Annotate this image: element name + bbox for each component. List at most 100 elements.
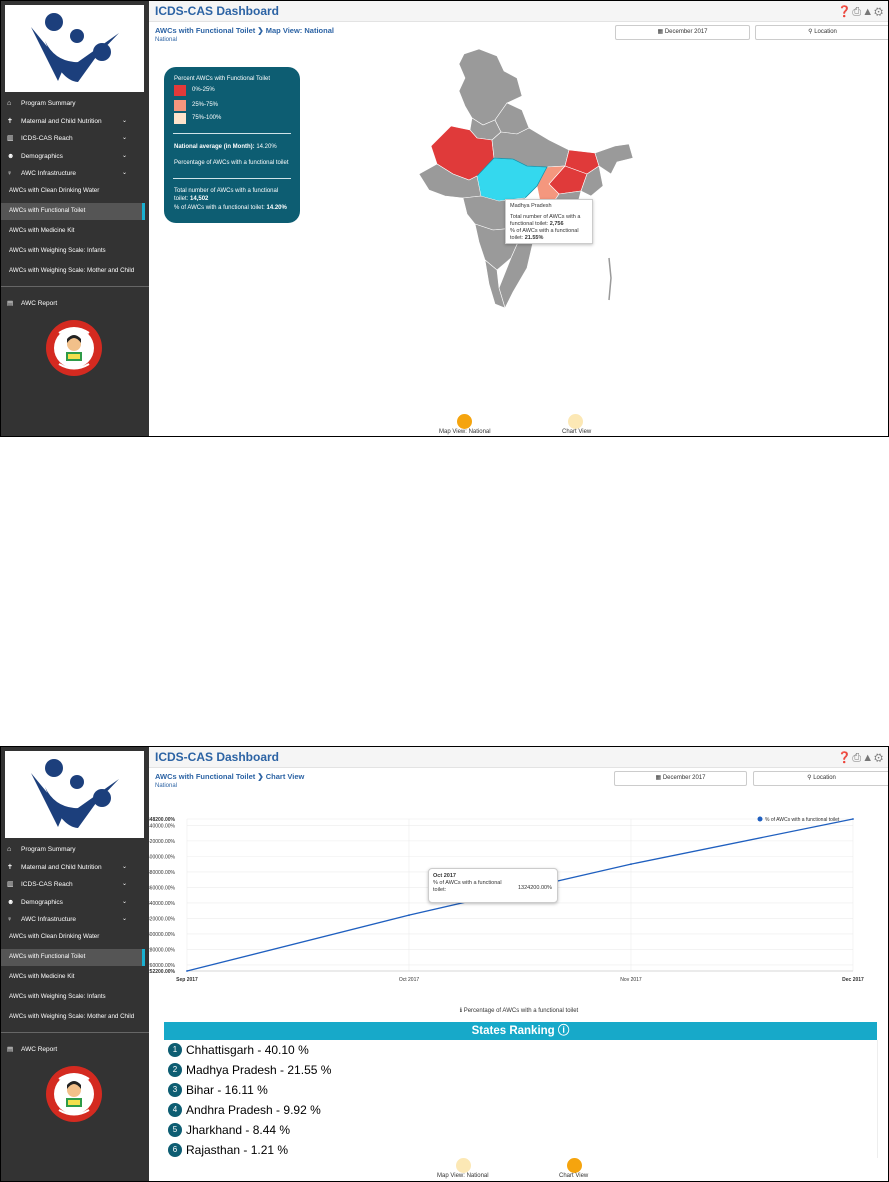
print-icon[interactable]: ⎙ — [852, 752, 863, 764]
map-region-northeast[interactable] — [594, 143, 634, 175]
sub-item-weighing-infants[interactable]: AWCs with Weighing Scale: Infants — [9, 992, 106, 1000]
y-tick-label: 1320000.00% — [149, 916, 176, 922]
data-point — [186, 970, 188, 972]
legend-range-mid: 25%-75% — [192, 102, 219, 108]
sidebar-nav: ⌂ Program Summary ✝ Maternal and Child Nut… — [1, 841, 149, 1026]
tooltip-total: Total number of AWCs with a functional t… — [510, 214, 588, 228]
x-tick-label: Oct 2017 — [399, 977, 420, 983]
rank-badge: 2 — [168, 1063, 182, 1077]
location-subtitle[interactable]: National — [155, 783, 178, 789]
breadcrumb-section[interactable]: AWCs with Functional Toilet — [155, 26, 256, 35]
ranking-text: Bihar - 16.11 % — [186, 1083, 268, 1097]
sidebar-divider — [1, 286, 149, 287]
chart-caption-text: Percentage of AWCs with a functional toi… — [463, 1008, 579, 1014]
gear-icon[interactable]: ⚙ — [874, 752, 884, 764]
chevron-right-icon: ❯ — [257, 772, 264, 781]
sub-item-drinking-water[interactable]: AWCs with Clean Drinking Water — [9, 932, 100, 940]
national-average-label: National average (in Month): — [174, 144, 255, 150]
india-map[interactable] — [419, 46, 639, 326]
main-content: ICDS-CAS Dashboard ❓⎙▲⚙ AWCs with Functi… — [149, 747, 888, 1181]
chevron-down-icon: ⌄ — [121, 152, 127, 159]
sidebar-item-awc-infrastructure[interactable]: ♀ AWC Infrastructure ⌄ — [1, 911, 149, 929]
sidebar-item-program-summary[interactable]: ⌂ Program Summary — [1, 841, 149, 859]
map-region-gujarat[interactable] — [419, 163, 482, 199]
location-filter[interactable]: ⚲ Location — [755, 25, 888, 40]
sidebar-item-awc-report[interactable]: ▤ AWC Report — [1, 297, 149, 311]
legend-swatch-low — [174, 85, 186, 96]
location-filter-value: Location — [813, 775, 836, 781]
date-filter[interactable]: ▦ December 2017 — [614, 771, 747, 786]
help-icon[interactable]: ❓ — [837, 6, 853, 18]
chart-view-toggle[interactable] — [568, 414, 583, 429]
print-icon[interactable]: ⎙ — [852, 6, 863, 18]
sidebar-item-awc-infrastructure[interactable]: ♀ AWC Infrastructure ⌄ — [1, 165, 149, 183]
ranking-item: 4 Andhra Pradesh - 9.92 % — [164, 1100, 877, 1120]
map-view-toggle-label: Map View: National — [439, 429, 491, 435]
warning-icon[interactable]: ▲ — [862, 752, 875, 764]
sidebar-item-icds-reach[interactable]: ▥ ICDS-CAS Reach ⌄ — [1, 130, 149, 148]
rank-badge: 4 — [168, 1103, 182, 1117]
sidebar-item-icds-reach[interactable]: ▥ ICDS-CAS Reach ⌄ — [1, 876, 149, 894]
date-filter[interactable]: ▦ December 2017 — [615, 25, 750, 40]
users-icon: ☻ — [7, 898, 15, 906]
calendar-icon: ▦ — [655, 775, 662, 781]
rank-badge: 5 — [168, 1123, 182, 1137]
sidebar-item-demographics[interactable]: ☻ Demographics ⌄ — [1, 894, 149, 912]
chart-view-toggle-label: Chart View — [559, 1173, 589, 1179]
sub-item-medicine-kit[interactable]: AWCs with Medicine Kit — [9, 226, 75, 234]
sidebar-divider — [1, 1032, 149, 1033]
states-ranking-header: States Ranking ⓘ — [164, 1022, 877, 1040]
legend-percent: % of AWCs with a functional toilet: 14.2… — [174, 205, 287, 211]
sidebar-item-maternal-nutrition[interactable]: ✝ Maternal and Child Nutrition ⌄ — [1, 859, 149, 877]
ranking-text: Chhattisgarh - 40.10 % — [186, 1043, 309, 1057]
national-average: National average (in Month): 14.20% — [174, 144, 277, 150]
sub-item-weighing-mother-child[interactable]: AWCs with Weighing Scale: Mother and Chi… — [9, 266, 135, 274]
gear-icon[interactable]: ⚙ — [874, 6, 884, 18]
location-filter[interactable]: ⚲ Location — [753, 771, 888, 786]
sub-item-weighing-infants[interactable]: AWCs with Weighing Scale: Infants — [9, 246, 106, 254]
map-region-kerala[interactable] — [484, 259, 506, 309]
info-icon: ℹ — [459, 1008, 463, 1014]
sidebar-item-program-summary[interactable]: ⌂ Program Summary — [1, 95, 149, 113]
users-icon: ☻ — [7, 152, 15, 160]
y-tick-label: 1360000.00% — [149, 885, 176, 891]
help-icon[interactable]: ❓ — [837, 752, 853, 764]
top-bar: ICDS-CAS Dashboard ❓⎙▲⚙ — [149, 747, 888, 768]
sidebar-item-awc-report[interactable]: ▤ AWC Report — [1, 1043, 149, 1057]
ranking-text: Andhra Pradesh - 9.92 % — [186, 1103, 321, 1117]
sidebar-item-maternal-nutrition[interactable]: ✝ Maternal and Child Nutrition ⌄ — [1, 113, 149, 131]
info-icon[interactable]: ⓘ — [557, 1025, 570, 1037]
sub-item-weighing-mother-child[interactable]: AWCs with Weighing Scale: Mother and Chi… — [9, 1012, 135, 1020]
chart-tooltip-value: 1324200.00% — [518, 885, 552, 891]
legend-percent-label: % of AWCs with a functional toilet: — [174, 205, 265, 211]
main-content: ICDS-CAS Dashboard ❓⎙▲⚙ AWCs with Functi… — [149, 1, 888, 436]
trend-line-chart[interactable]: 1448200.00%1440000.00% 1420000.00% 1400000… — [149, 807, 889, 1007]
sub-item-functional-toilet[interactable]: AWCs with Functional Toilet — [1, 948, 145, 966]
legend-title: Percent AWCs with Functional Toilet — [174, 76, 271, 82]
map-view-toggle[interactable] — [457, 414, 472, 429]
chart-view-toggle-label: Chart View — [562, 429, 592, 435]
tooltip-state: Madhya Pradesh — [510, 203, 552, 209]
data-point — [408, 914, 410, 917]
map-view-toggle[interactable] — [456, 1158, 471, 1173]
national-average-value: 14.20% — [256, 144, 277, 150]
sidebar-item-demographics[interactable]: ☻ Demographics ⌄ — [1, 148, 149, 166]
chevron-down-icon: ⌄ — [121, 135, 127, 141]
data-point — [852, 818, 854, 820]
beti-bachao-logo — [45, 1065, 103, 1123]
sub-item-functional-toilet[interactable]: AWCs with Functional Toilet — [1, 202, 145, 220]
sidebar: ⌂ Program Summary ✝ Maternal and Child Nut… — [1, 747, 149, 1181]
child-icon: ✝ — [7, 863, 13, 871]
location-subtitle[interactable]: National — [155, 37, 178, 43]
ranking-item: 6 Rajasthan - 1.21 % — [164, 1140, 877, 1158]
chart-view-toggle[interactable] — [567, 1158, 582, 1173]
breadcrumb-section[interactable]: AWCs with Functional Toilet — [155, 772, 256, 781]
sub-item-medicine-kit[interactable]: AWCs with Medicine Kit — [9, 972, 75, 980]
breadcrumb-view: Chart View — [265, 772, 305, 781]
sub-item-drinking-water[interactable]: AWCs with Clean Drinking Water — [9, 186, 100, 194]
ranking-item: 1 Chhattisgarh - 40.10 % — [164, 1040, 877, 1060]
warning-icon[interactable]: ▲ — [862, 6, 875, 18]
ranking-item: 3 Bihar - 16.11 % — [164, 1080, 877, 1100]
map-region-west-bengal[interactable] — [580, 165, 604, 197]
sidebar-item-label: AWC Infrastructure — [21, 170, 77, 177]
